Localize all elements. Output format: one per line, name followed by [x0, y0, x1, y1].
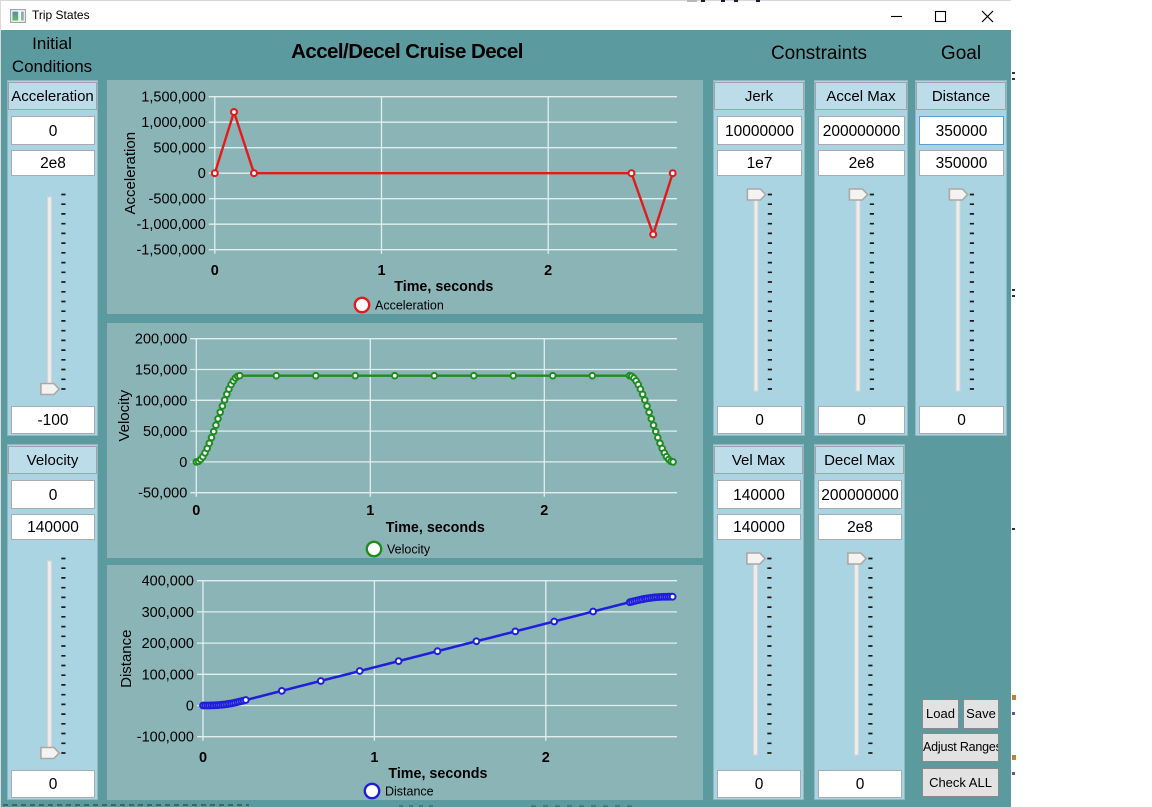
svg-text:-500,000: -500,000 — [149, 192, 206, 208]
svg-text:0: 0 — [211, 263, 219, 279]
svg-text:Velocity: Velocity — [116, 389, 133, 441]
svg-text:0: 0 — [192, 503, 200, 519]
svg-text:Time, seconds: Time, seconds — [394, 279, 493, 295]
svg-text:500,000: 500,000 — [153, 141, 205, 157]
svg-text:Time, seconds: Time, seconds — [388, 766, 487, 782]
svg-text:1: 1 — [366, 503, 374, 519]
svg-text:Velocity: Velocity — [387, 543, 431, 557]
svg-text:100,000: 100,000 — [142, 667, 194, 683]
svg-text:2: 2 — [544, 263, 552, 279]
svg-text:Time, seconds: Time, seconds — [386, 520, 485, 536]
svg-text:-1,000,000: -1,000,000 — [136, 217, 205, 233]
svg-text:1,500,000: 1,500,000 — [141, 90, 206, 106]
svg-text:0: 0 — [198, 166, 206, 182]
svg-text:-100,000: -100,000 — [137, 730, 194, 746]
svg-text:50,000: 50,000 — [143, 424, 187, 440]
svg-text:Acceleration: Acceleration — [122, 132, 139, 215]
svg-text:1: 1 — [377, 263, 385, 279]
svg-text:-1,500,000: -1,500,000 — [136, 243, 205, 259]
svg-text:Distance: Distance — [118, 630, 135, 688]
svg-text:2: 2 — [540, 503, 548, 519]
svg-text:200,000: 200,000 — [142, 636, 194, 652]
svg-text:0: 0 — [179, 455, 187, 471]
svg-text:100,000: 100,000 — [135, 393, 187, 409]
svg-text:Distance: Distance — [385, 785, 434, 799]
svg-text:200,000: 200,000 — [135, 332, 187, 348]
svg-text:1: 1 — [370, 750, 378, 766]
svg-text:0: 0 — [186, 699, 194, 715]
svg-text:-50,000: -50,000 — [138, 486, 187, 502]
svg-text:Acceleration: Acceleration — [375, 299, 444, 313]
svg-text:400,000: 400,000 — [142, 574, 194, 590]
svg-text:150,000: 150,000 — [135, 363, 187, 379]
svg-text:300,000: 300,000 — [142, 605, 194, 621]
svg-text:0: 0 — [199, 750, 207, 766]
svg-text:2: 2 — [542, 750, 550, 766]
svg-text:1,000,000: 1,000,000 — [141, 115, 206, 131]
